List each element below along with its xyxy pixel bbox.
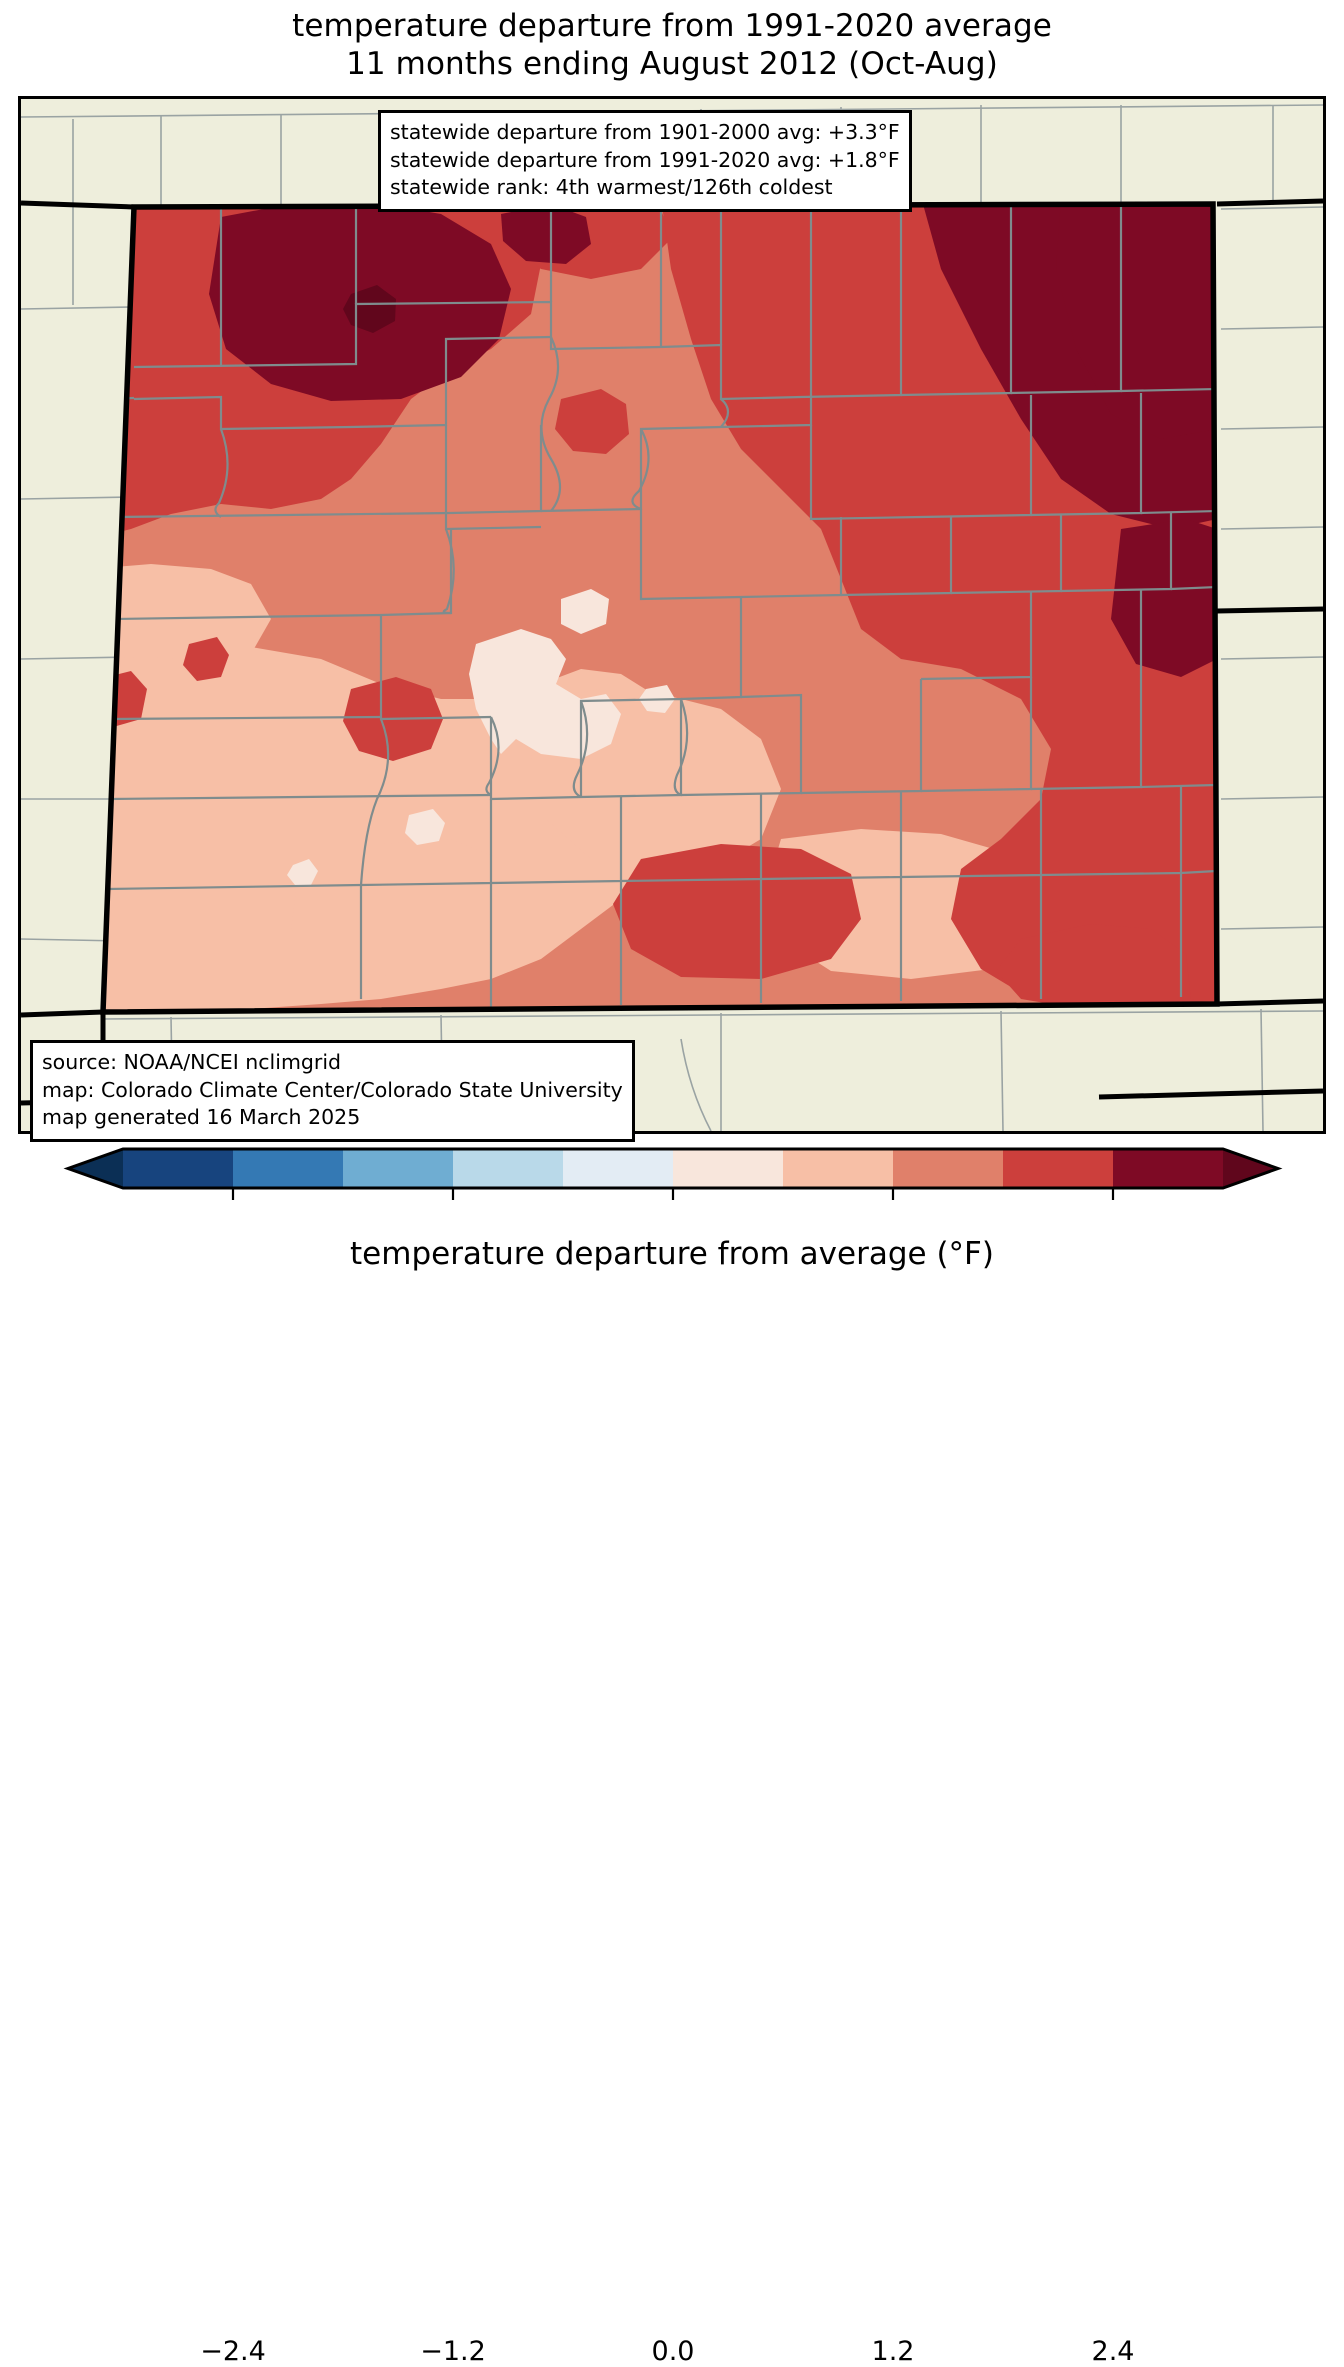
colorbar-band-0 xyxy=(123,1149,234,1188)
colorbar-under-arrow xyxy=(68,1149,123,1188)
page-title: temperature departure from 1991-2020 ave… xyxy=(0,8,1344,84)
colorbar-band-6 xyxy=(783,1149,894,1188)
contour-band-1p8-2p4-s xyxy=(613,844,861,979)
contour-band-0p6-1p2-west xyxy=(103,564,271,659)
colorbar-over-arrow xyxy=(1223,1149,1278,1188)
stats-departure-1991-2020: statewide departure from 1991-2020 avg: … xyxy=(390,147,900,172)
contour-band-2p4-3p0-east xyxy=(1111,519,1217,677)
contour-band-0p0-0p6-a xyxy=(561,589,609,634)
contour-band-0p0-0p6-mtn xyxy=(469,629,621,759)
contour-band-1p8-2p4-se xyxy=(996,924,1217,1009)
colorbar-band-3 xyxy=(453,1149,564,1188)
colorbar-band-8 xyxy=(1003,1149,1114,1188)
climate-map-page: temperature departure from 1991-2020 ave… xyxy=(0,8,1344,2367)
colorbar-axis-label: temperature departure from average (°F) xyxy=(350,1236,994,1272)
map-credit-line: map: Colorado Climate Center/Colorado St… xyxy=(42,1077,623,1102)
colorbar-band-7 xyxy=(893,1149,1004,1188)
colorbar-outline xyxy=(63,1147,1283,1190)
contour-band-1p8-2p4-wsmall2 xyxy=(183,637,229,681)
colorbar-band-1 xyxy=(233,1149,344,1188)
colorbar-band-5 xyxy=(673,1149,784,1188)
contour-band-0p0-0p6-d xyxy=(287,859,318,885)
contour-band-2p4-3p0-nwspur xyxy=(501,204,591,264)
map-generated-line: map generated 16 March 2025 xyxy=(42,1105,361,1130)
colorbar-tick-label-0: −2.4 xyxy=(200,2336,266,2367)
source-line: source: NOAA/NCEI nclimgrid xyxy=(42,1050,342,1074)
colorbar-svg xyxy=(63,1147,1283,1200)
colorbar-tick-label-2: 0.0 xyxy=(651,2336,695,2367)
stats-departure-1901-2000: statewide departure from 1901-2000 avg: … xyxy=(390,120,900,144)
colorbar-tick-label-4: 2.4 xyxy=(1091,2336,1135,2367)
colorbar: −2.4 −1.2 0.0 1.2 2.4 xyxy=(0,1140,1344,2367)
statewide-stats-box: statewide departure from 1901-2000 avg: … xyxy=(378,110,912,212)
county-boundaries xyxy=(103,204,1217,1007)
stats-rank: statewide rank: 4th warmest/126th coldes… xyxy=(390,175,833,200)
colorbar-ticks xyxy=(231,1189,1115,1200)
map-frame xyxy=(18,96,1326,1134)
colorbar-tick-label-3: 1.2 xyxy=(871,2336,915,2367)
contour-band-2p4-3p0-necore xyxy=(1056,204,1217,439)
colorbar-band-4 xyxy=(563,1149,674,1188)
colorbar-tick-label-1: −1.2 xyxy=(420,2336,486,2367)
temperature-contour-field xyxy=(103,204,1217,1012)
contour-band-0p0-0p6-b xyxy=(405,809,445,845)
colorbar-band-2 xyxy=(343,1149,454,1188)
page-title-line1: temperature departure from 1991-2020 ave… xyxy=(292,8,1052,44)
colorado-temperature-map xyxy=(21,99,1323,1131)
page-title-line2: 11 months ending August 2012 (Oct-Aug) xyxy=(346,45,998,82)
contour-band-0p6-1p2-sw2 xyxy=(291,839,521,977)
colorbar-bands xyxy=(68,1149,1278,1188)
source-credits-box: source: NOAA/NCEI nclimgrid map: Colorad… xyxy=(30,1040,635,1142)
contour-band-1p8-2p4-nespur xyxy=(555,389,629,454)
colorbar-band-9 xyxy=(1113,1149,1224,1188)
